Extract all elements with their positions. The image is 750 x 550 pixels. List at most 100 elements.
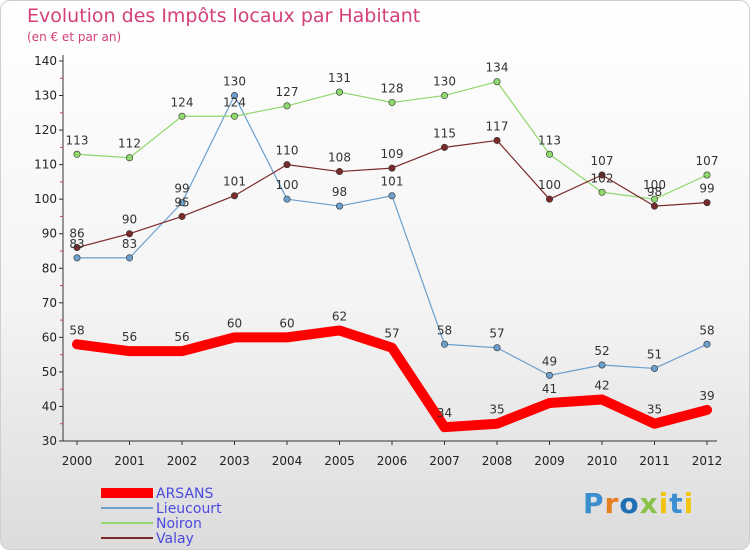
data-label-lieucourt: 83 <box>69 237 84 251</box>
data-point-noiron <box>703 171 711 179</box>
data-point-valay <box>440 143 448 151</box>
data-label-valay: 115 <box>433 126 456 140</box>
data-label-arsans: 58 <box>69 323 84 337</box>
data-label-lieucourt: 52 <box>594 344 609 358</box>
y-tick-label: 50 <box>42 365 57 379</box>
chart-title: Evolution des Impôts locaux par Habitant <box>27 5 421 27</box>
data-label-noiron: 102 <box>591 171 614 185</box>
data-label-noiron: 100 <box>643 178 666 192</box>
data-label-arsans: 56 <box>174 330 189 344</box>
data-point-valay <box>650 202 658 210</box>
data-point-valay <box>335 168 343 176</box>
data-point-noiron <box>73 150 81 158</box>
data-label-valay: 107 <box>591 154 614 168</box>
data-label-valay: 100 <box>538 178 561 192</box>
data-point-noiron <box>650 195 658 203</box>
data-label-valay: 95 <box>174 195 189 209</box>
data-label-arsans: 35 <box>647 403 662 417</box>
data-label-arsans: 62 <box>332 309 347 323</box>
series-valay <box>73 136 711 252</box>
data-label-noiron: 113 <box>66 133 89 147</box>
x-tick-label: 2012 <box>692 454 723 468</box>
data-label-noiron: 127 <box>276 85 299 99</box>
y-tick-label: 40 <box>42 399 57 413</box>
data-point-noiron <box>231 112 239 120</box>
data-point-lieucourt <box>545 371 553 379</box>
data-point-lieucourt <box>335 202 343 210</box>
data-label-arsans: 42 <box>594 379 609 393</box>
data-point-noiron <box>598 188 606 196</box>
data-point-noiron <box>283 102 291 110</box>
data-point-lieucourt <box>126 254 134 262</box>
x-tick-label: 2003 <box>219 454 250 468</box>
data-label-lieucourt: 49 <box>542 354 557 368</box>
data-point-valay <box>231 192 239 200</box>
x-tick-label: 2001 <box>114 454 145 468</box>
data-label-noiron: 128 <box>381 81 404 95</box>
data-label-lieucourt: 100 <box>276 178 299 192</box>
data-label-lieucourt: 101 <box>381 175 404 189</box>
y-tick-label: 120 <box>34 123 57 137</box>
legend-label-noiron: Noiron <box>156 516 202 532</box>
data-label-valay: 101 <box>223 175 246 189</box>
data-label-lieucourt: 130 <box>223 75 246 89</box>
data-point-noiron <box>388 98 396 106</box>
x-tick-label: 2004 <box>272 454 303 468</box>
y-tick-label: 100 <box>34 192 57 206</box>
series-arsans <box>72 325 712 433</box>
data-point-valay <box>126 230 134 238</box>
data-label-arsans: 60 <box>279 316 294 330</box>
x-tick-label: 2011 <box>639 454 670 468</box>
proxiti-logo[interactable]: Proxiti <box>583 487 695 520</box>
data-point-valay <box>703 199 711 207</box>
data-point-lieucourt <box>440 340 448 348</box>
data-label-arsans: 57 <box>384 327 399 341</box>
data-label-noiron: 134 <box>486 61 509 75</box>
x-tick-label: 2000 <box>62 454 93 468</box>
data-label-valay: 86 <box>69 227 84 241</box>
data-point-lieucourt <box>283 195 291 203</box>
data-label-valay: 99 <box>699 182 714 196</box>
data-label-arsans: 34 <box>437 406 452 420</box>
x-tick-label: 2008 <box>482 454 513 468</box>
chart-subtitle: (en € et par an) <box>27 30 122 44</box>
data-label-arsans: 56 <box>122 330 137 344</box>
legend-label-lieucourt: Lieucourt <box>156 501 222 517</box>
data-label-lieucourt: 98 <box>332 185 347 199</box>
data-label-valay: 117 <box>486 119 509 133</box>
data-label-noiron: 131 <box>328 71 351 85</box>
data-label-valay: 90 <box>122 213 137 227</box>
data-label-arsans: 60 <box>227 316 242 330</box>
data-label-noiron: 130 <box>433 75 456 89</box>
data-label-noiron: 124 <box>171 95 194 109</box>
x-tick-label: 2005 <box>324 454 355 468</box>
series-layer <box>72 78 712 433</box>
y-tick-label: 80 <box>42 261 57 275</box>
data-label-valay: 108 <box>328 151 351 165</box>
data-point-valay <box>545 195 553 203</box>
data-point-noiron <box>126 154 134 162</box>
y-tick-label: 140 <box>34 54 57 68</box>
data-point-lieucourt <box>388 192 396 200</box>
data-label-noiron: 107 <box>696 154 719 168</box>
data-label-noiron: 112 <box>118 137 141 151</box>
x-tick-label: 2002 <box>167 454 198 468</box>
data-label-lieucourt: 99 <box>174 182 189 196</box>
data-point-valay <box>178 212 186 220</box>
data-point-lieucourt <box>178 199 186 207</box>
series-noiron <box>73 78 711 203</box>
y-tick-label: 90 <box>42 227 57 241</box>
data-point-valay <box>598 171 606 179</box>
data-label-noiron: 124 <box>223 95 246 109</box>
y-tick-label: 110 <box>34 158 57 172</box>
data-point-lieucourt <box>231 92 239 100</box>
data-point-noiron <box>335 88 343 96</box>
data-label-valay: 110 <box>276 144 299 158</box>
x-tick-label: 2010 <box>587 454 618 468</box>
y-tick-label: 70 <box>42 296 57 310</box>
data-point-valay <box>388 164 396 172</box>
data-point-valay <box>73 244 81 252</box>
